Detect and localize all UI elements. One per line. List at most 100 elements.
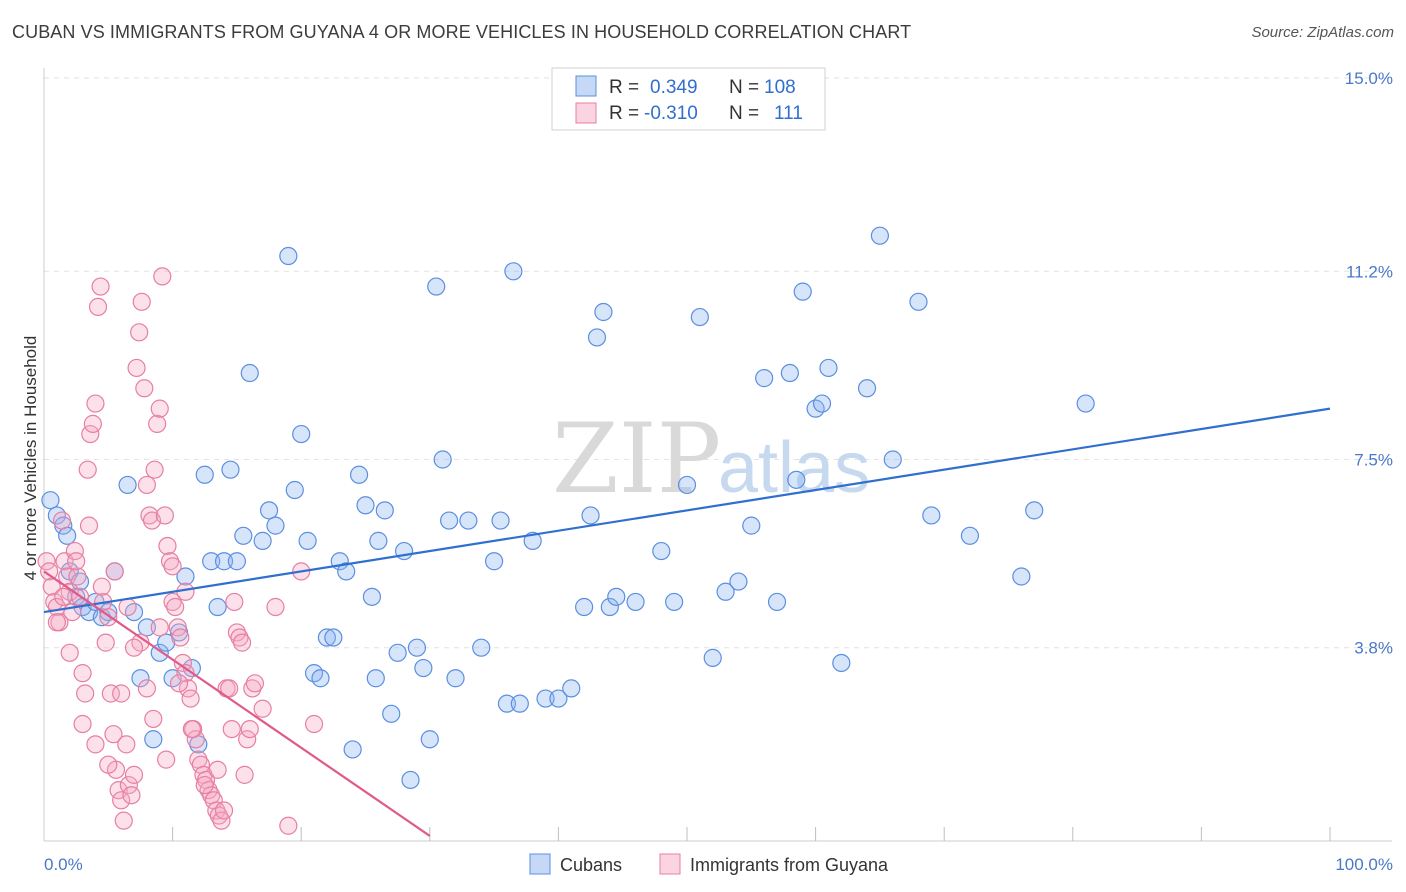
guyana-point [91,277,110,296]
cuban-point [259,501,279,520]
cuban-point [337,562,356,581]
guyana-point [222,719,241,739]
legend-r-label-1: R = [609,77,639,98]
y-axis-label: 4 or more Vehicles in Household [21,336,40,581]
cuban-point [157,633,176,652]
guyana-point [101,684,120,703]
cuban-point [433,450,452,469]
legend-n-value-2: 111 [774,103,803,124]
data-points [37,226,1095,835]
guyana-point [169,674,189,693]
guyana-point [227,623,246,642]
cuban-point [414,658,433,678]
cuban-point [208,597,227,617]
guyana-point [208,760,227,779]
cuban-point [324,628,343,647]
y-tick-label: 11.2% [1346,262,1393,281]
guyana-point [182,719,201,739]
cuban-trend-line [43,407,1331,614]
cuban-point [234,526,253,545]
guyana-point [47,613,66,632]
guyana-point [73,714,92,734]
cuban-point [819,358,838,378]
guyana-point [132,292,151,311]
cuban-point [1025,501,1044,520]
cuban-point [787,470,806,489]
guyana-point [166,597,185,617]
y-ticks: 3.8% 7.5% 11.2% 15.0% [1345,69,1393,658]
cuban-point [144,730,163,749]
legend-r-value-1: 0.349 [650,77,698,98]
cuban-point [922,506,941,525]
bottom-legend-label-guyana: Immigrants from Guyana [690,855,889,875]
cuban-point [909,292,928,311]
cuban-point [472,638,491,657]
cuban-point [446,669,465,688]
guyana-point [127,358,146,378]
cuban-point [439,511,459,530]
cuban-point [491,511,510,530]
cuban-point [523,531,542,550]
guyana-point [137,679,156,698]
guyana-point [232,633,252,652]
cuban-point [755,369,774,388]
cuban-point [600,597,619,617]
cuban-point [504,262,523,281]
guyana-point [105,562,124,581]
guyana-point [140,506,159,525]
guyana-point [67,552,86,571]
cuban-point [575,597,594,617]
cuban-point [118,475,137,495]
guyana-point [86,735,105,754]
cuban-point [221,460,240,479]
guyana-point [220,679,239,698]
cuban-point [581,506,600,525]
guyana-point [137,475,156,495]
guyana-point [160,552,180,571]
guyana-point [86,394,105,413]
guyana-point [68,567,87,586]
cuban-point [510,694,529,713]
y-tick-label: 3.8% [1354,639,1393,658]
cuban-point [311,669,330,688]
cuban-point [266,516,285,535]
cuban-point [356,496,375,515]
guyana-point [148,414,167,433]
guyana-point [186,730,205,749]
cuban-point [677,475,697,495]
guyana-point [118,597,137,617]
cuban-point [1076,394,1095,413]
bottom-legend-swatch-guyana [659,853,681,875]
guyana-point [58,567,77,586]
guyana-point [117,735,136,754]
guyana-point [83,414,102,433]
guyana-point [112,684,131,703]
guyana-point [304,714,324,734]
cuban-point [459,511,478,530]
y-tick-label: 7.5% [1354,451,1393,470]
cuban-point [47,506,66,525]
cuban-point [279,246,298,266]
cuban-point [58,526,77,545]
guyana-point [155,506,174,525]
cuban-point [832,653,851,673]
cuban-point [870,226,890,245]
guyana-point [235,765,254,784]
cuban-point [253,531,272,550]
guyana-point [195,775,214,795]
cuban-point [960,526,980,545]
cuban-point [195,465,214,484]
legend-n-label-1: N = [729,77,759,98]
guyana-point [158,536,177,556]
guyana-point [163,592,182,612]
cuban-point [883,450,902,469]
guyana-point [52,511,72,530]
cuban-point [41,491,60,510]
x-tick-label-max: 100.0% [1335,855,1393,874]
guyana-point [150,399,169,418]
cuban-point [652,541,671,561]
cuban-point [626,592,645,612]
legend-r-value-2: -0.310 [644,103,698,124]
guyana-point [145,460,164,479]
